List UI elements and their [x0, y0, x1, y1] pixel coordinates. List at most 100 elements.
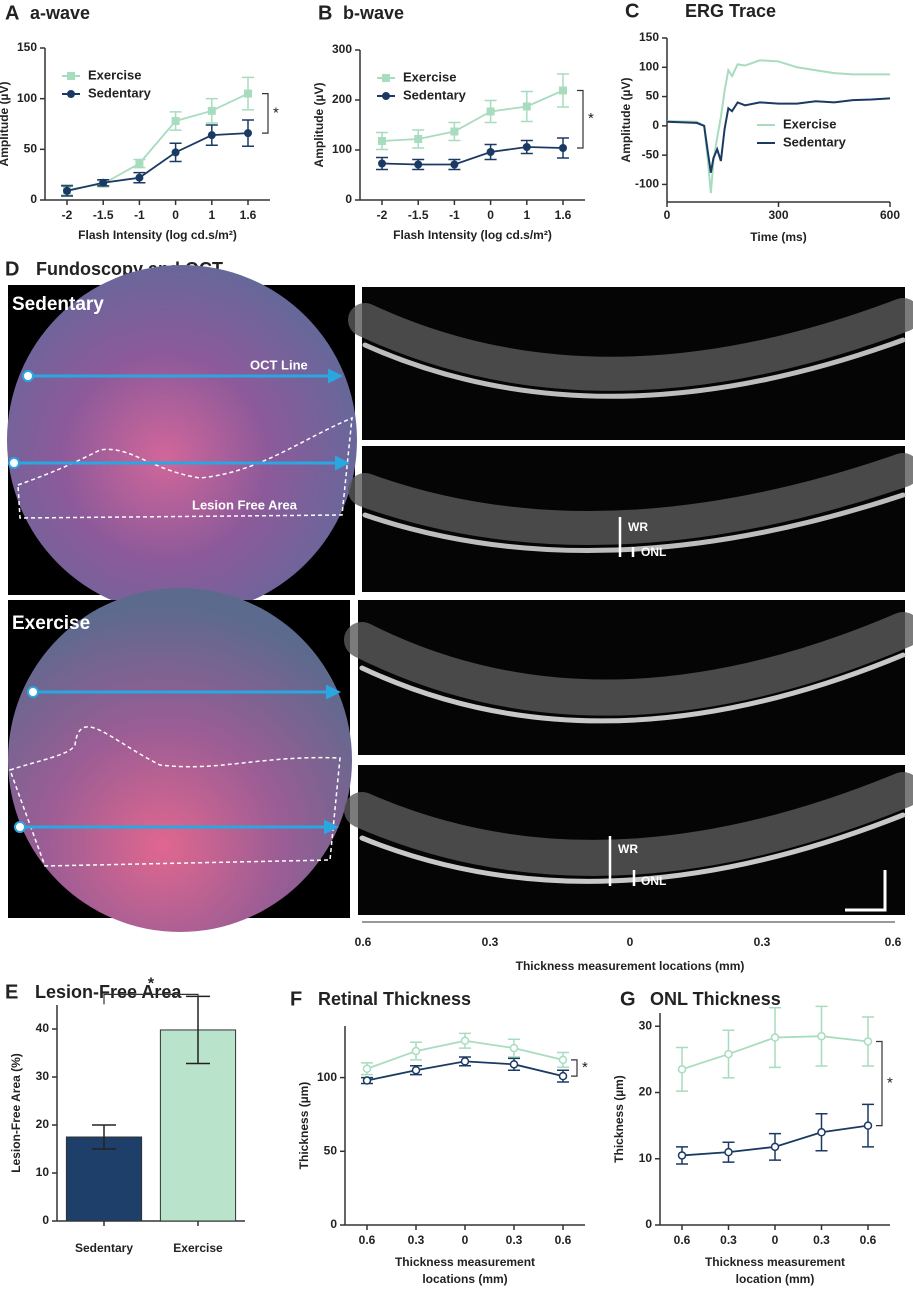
point — [382, 74, 390, 82]
x-axis-label: Time (ms) — [750, 230, 806, 244]
x-axis-label: location (mm) — [736, 1272, 815, 1286]
legend-label: Exercise — [783, 116, 837, 131]
x-tick-label: -1.5 — [408, 208, 429, 222]
point — [863, 1037, 873, 1046]
point — [863, 1121, 873, 1130]
x-tick-label: 600 — [880, 208, 900, 222]
y-tick-label: 0 — [345, 192, 352, 206]
x-tick-label: -2 — [377, 208, 388, 222]
point — [99, 178, 108, 187]
arrow-origin — [8, 457, 20, 469]
legend-label: Sedentary — [403, 87, 467, 102]
point — [244, 89, 252, 98]
y-tick-label: 100 — [639, 59, 659, 73]
y-tick-label: 150 — [17, 40, 37, 54]
x-tick-label: 0 — [664, 208, 671, 222]
legend-label: Sedentary — [88, 85, 152, 100]
significance: * — [887, 1075, 893, 1092]
group-label: Sedentary — [12, 294, 104, 315]
point — [522, 102, 531, 111]
layer-label: WR — [618, 842, 638, 856]
point — [378, 137, 386, 145]
significance: * — [588, 110, 594, 127]
scale-bar — [845, 870, 887, 912]
x-tick-label: 0.3 — [506, 1233, 523, 1247]
y-tick-label: 10 — [639, 1151, 653, 1165]
point — [460, 1036, 470, 1045]
chart-title: a-wave — [30, 3, 90, 23]
point — [509, 1043, 519, 1053]
point — [559, 144, 567, 152]
significance-bracket — [571, 1059, 578, 1077]
y-tick-label: 40 — [36, 1021, 50, 1035]
layer-label: ONL — [641, 874, 666, 888]
point — [486, 107, 495, 116]
y-axis-label: Amplitude (µV) — [0, 82, 11, 167]
significance-bracket — [103, 993, 199, 1005]
arrow-origin — [22, 370, 34, 382]
panel-d: D Fundoscopy and OCT Sedentary OCT Line … — [5, 258, 913, 973]
bar — [65, 1136, 143, 1222]
point — [135, 159, 144, 168]
point — [171, 116, 180, 125]
significance-bracket — [876, 1040, 883, 1127]
x-tick-label: -1 — [134, 208, 145, 222]
point — [509, 1060, 519, 1069]
series-line — [66, 92, 249, 191]
chart-title: ERG Trace — [685, 1, 776, 21]
y-tick-label: 50 — [324, 1143, 338, 1157]
panel-label: A — [5, 2, 19, 24]
y-tick-label: 20 — [36, 1117, 50, 1131]
point — [558, 1055, 568, 1065]
point — [67, 72, 75, 80]
oct-axis-label: Thickness measurement locations (mm) — [516, 959, 745, 973]
arrow-origin — [27, 686, 39, 698]
group-label: Exercise — [12, 613, 90, 634]
point — [559, 86, 567, 95]
y-tick-label: 20 — [639, 1085, 653, 1099]
oct-line-label: OCT Line — [250, 357, 308, 372]
y-tick-label: 0 — [42, 1213, 49, 1227]
legend-label: Exercise — [403, 69, 457, 84]
y-tick-label: 50 — [646, 89, 660, 103]
oct-tick-label: 0 — [627, 935, 634, 949]
point — [770, 1033, 780, 1042]
point — [817, 1031, 826, 1041]
significance: * — [148, 976, 155, 993]
y-tick-label: 50 — [24, 142, 38, 156]
oct-tick-label: 0.3 — [482, 935, 499, 949]
legend-label: Exercise — [88, 67, 142, 82]
point — [724, 1147, 733, 1157]
y-tick-label: 10 — [36, 1165, 50, 1179]
point — [378, 159, 386, 168]
point — [724, 1049, 733, 1059]
x-tick-label: 0 — [487, 208, 494, 222]
y-tick-label: 0 — [645, 1217, 652, 1231]
point — [414, 135, 423, 143]
x-tick-label: 0.3 — [813, 1233, 830, 1247]
point — [414, 160, 423, 169]
panel-label: E — [5, 981, 18, 1003]
panel-label: F — [290, 988, 302, 1010]
legend-label: Sedentary — [783, 134, 847, 149]
fundus-image — [8, 588, 352, 932]
x-tick-label: 300 — [768, 208, 788, 222]
panel-label: B — [318, 2, 332, 24]
oct-band — [348, 453, 913, 546]
x-tick-label: -1 — [449, 208, 460, 222]
chart-title: b-wave — [343, 3, 404, 23]
lesion-outline — [9, 726, 341, 867]
y-tick-label: 200 — [332, 92, 352, 106]
fundus-image — [7, 265, 357, 615]
x-tick-label: Exercise — [173, 1241, 223, 1255]
y-tick-label: 150 — [639, 30, 659, 44]
x-axis-label: Flash Intensity (log cd.s/m²) — [393, 228, 552, 242]
point — [362, 1076, 372, 1085]
y-tick-label: 100 — [317, 1070, 337, 1084]
layer-label: ONL — [641, 545, 666, 559]
x-axis-label: Flash Intensity (log cd.s/m²) — [78, 228, 237, 242]
chart-title: Retinal Thickness — [318, 989, 471, 1009]
y-tick-label: 0 — [30, 192, 37, 206]
series-line — [666, 59, 890, 194]
x-tick-label: 1.6 — [555, 208, 572, 222]
